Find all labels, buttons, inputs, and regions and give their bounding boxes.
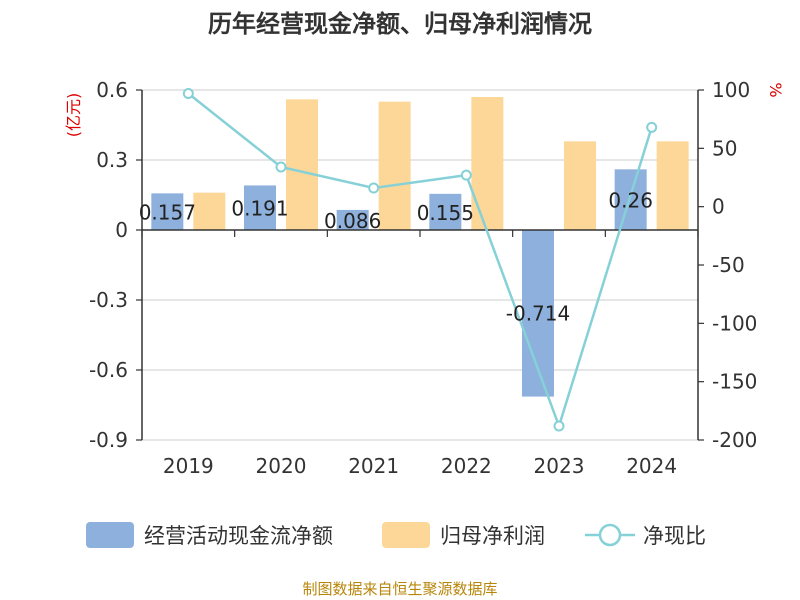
ratio-point-2022 [460,169,472,181]
right-tick-label: -100 [712,311,757,335]
left-tick-label: 0.3 [96,148,128,172]
data-label-2020: 0.191 [231,197,288,221]
left-tick-label: 0 [115,218,128,242]
data-label-2021: 0.086 [324,209,381,233]
data-label-2019: 0.157 [139,201,196,225]
bar-netprofit-2020 [286,99,318,230]
legend-ratio-swatch-marker [598,523,622,547]
x-tick-label-2023: 2023 [534,454,585,478]
left-tick-label: 0.6 [96,78,128,102]
right-tick-label: 0 [712,195,725,219]
bar-netprofit-2024 [656,141,689,230]
data-label-2022: 0.155 [417,201,474,225]
left-tick-label: -0.3 [89,288,128,312]
data-labels: 0.157 0.191 0.086 0.155 -0.714 0.26 [139,189,653,326]
bar-cashflow-2021 [336,209,369,230]
axes [136,89,704,441]
source-note: 制图数据来自恒生聚源数据库 [302,580,497,598]
bar-netprofit-2021 [378,101,411,231]
chart-title: 历年经营现金净额、归母净利润情况 [208,10,592,38]
bar-netprofit-2019 [193,192,226,230]
ratio-line-path [187,92,653,430]
legend-ratio-label: 净现比 [643,524,706,548]
ratio-point-2020 [275,161,287,173]
x-tick-label-2024: 2024 [626,454,677,478]
x-tick-label-2022: 2022 [441,454,492,478]
legend-netprofit-swatch [382,522,430,548]
ratio-point-2024 [646,121,658,133]
grid [142,89,698,441]
bar-netprofit-2022 [471,97,504,230]
left-tick-label: -0.9 [89,428,128,452]
legend-cashflow-label: 经营活动现金流净额 [144,524,333,548]
data-label-2023: -0.714 [506,301,570,325]
ratio-point-2021 [368,182,380,194]
ratio-line [182,88,658,432]
ratio-point-2019 [182,88,194,99]
right-tick-label: -50 [712,253,745,277]
bars [151,97,689,397]
right-tick-label: 50 [712,136,737,160]
x-tick-label-2021: 2021 [348,454,399,478]
legend-cashflow-swatch [86,522,134,548]
bar-cashflow-2020 [244,185,276,230]
ratio-point-2023 [553,420,565,432]
right-tick-label: -150 [712,370,757,394]
x-tick-label-2020: 2020 [256,454,307,478]
bar-cashflow-2019 [151,193,184,230]
left-axis-unit: (亿元) [64,93,83,138]
bar-cashflow-2022 [429,193,462,230]
tick-labels: 0.6 0.3 0 -0.3 -0.6 -0.9 100 50 0 -50 -100 -150 -200… [89,78,757,478]
left-tick-label: -0.6 [89,358,128,382]
right-tick-label: 100 [712,78,750,102]
legend: 经营活动现金流净额 归母净利润 净现比 [86,522,706,548]
right-axis-unit: % [766,82,785,97]
legend-netprofit-label: 归母净利润 [440,524,545,548]
bar-cashflow-2024 [614,169,647,230]
data-label-2024: 0.26 [608,189,653,213]
right-tick-label: -200 [712,428,757,452]
bar-netprofit-2023 [564,141,596,230]
x-tick-label-2019: 2019 [163,454,214,478]
